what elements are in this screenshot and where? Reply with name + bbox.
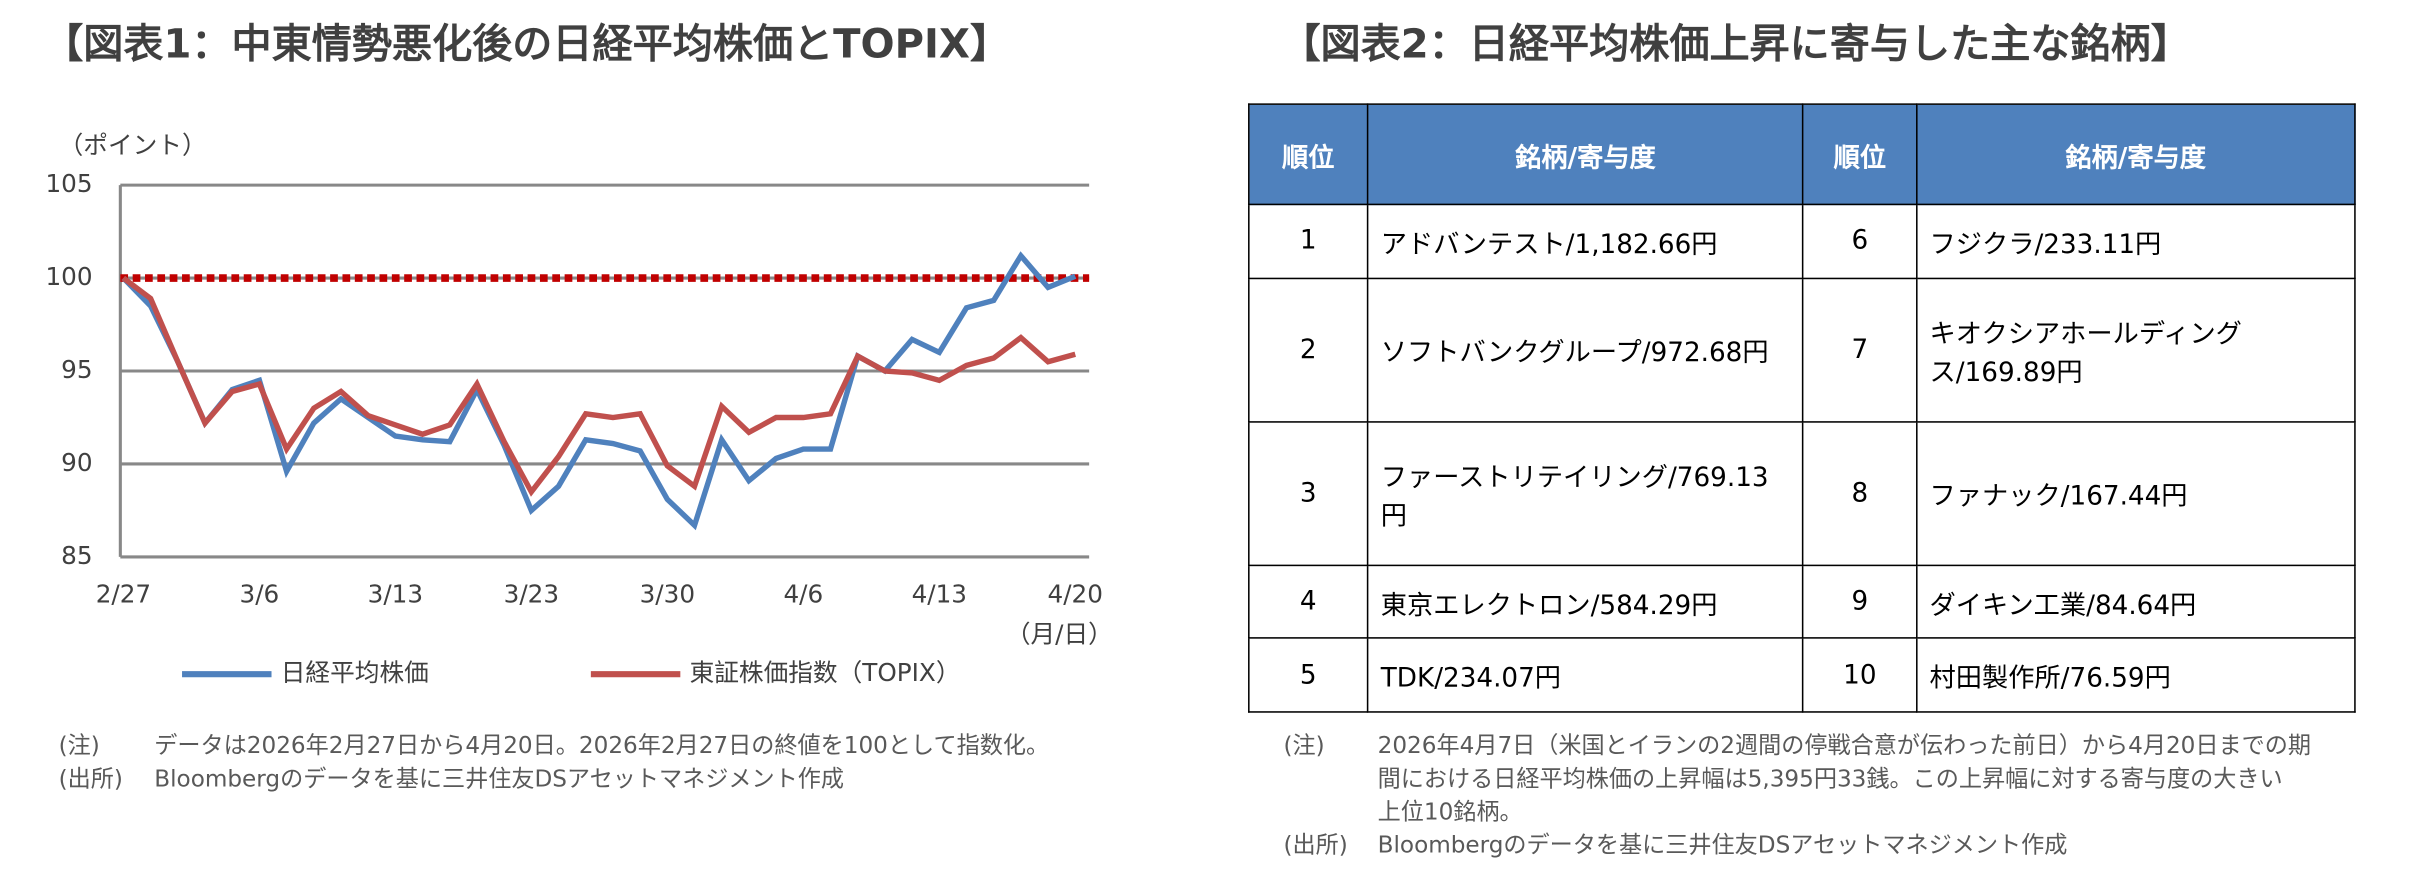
table-row: 2 ソフトバンクグループ/972.68円 7 キオクシアホールディングス/169.89… xyxy=(1248,276,2356,423)
y-tick-label: 100 xyxy=(45,262,92,291)
note-label: (注) xyxy=(59,733,100,759)
note-text: 2026年4月7日（米国とイランの2週間の停戦合意が伝わった前日）から4月20日… xyxy=(1378,733,2311,759)
x-tick-label: 3/30 xyxy=(640,579,695,608)
stock-cell: フジクラ/233.11円 xyxy=(1915,203,2356,279)
rank-cell: 7 xyxy=(1802,276,1918,423)
stock-cell: キオクシアホールディングス/169.89円 xyxy=(1915,276,2356,423)
column-header: 銘柄/寄与度 xyxy=(1915,103,2356,206)
stock-cell: ファーストリテイリング/769.13円 xyxy=(1366,420,1804,567)
table-title: 【図表2：日経平均株価上昇に寄与した主な銘柄】 xyxy=(1280,21,2190,67)
y-tick-label: 85 xyxy=(61,541,92,570)
header-row: 順位 銘柄/寄与度 順位 銘柄/寄与度 xyxy=(1248,103,2356,206)
x-tick-label: 4/6 xyxy=(783,579,823,608)
rank-cell: 1 xyxy=(1248,203,1369,279)
rank-cell: 2 xyxy=(1248,276,1369,423)
line-series xyxy=(121,275,1076,497)
note-text: Bloombergのデータを基に三井住友DSアセットマネジメント作成 xyxy=(1378,833,2068,859)
x-tick-label: 4/20 xyxy=(1048,579,1103,608)
note-text: 間における日経平均株価の上昇幅は5,395円33銭。この上昇幅に対する寄与度の大… xyxy=(1378,766,2283,792)
chart-title: 【図表1：中東情勢悪化後の日経平均株価とTOPIX】 xyxy=(43,21,1010,67)
x-tick-label: 3/23 xyxy=(504,579,559,608)
note-text: Bloombergのデータを基に三井住友DSアセットマネジメント作成 xyxy=(154,766,844,792)
y-tick-label: 90 xyxy=(61,448,92,477)
stock-cell: 村田製作所/76.59円 xyxy=(1915,637,2356,713)
stock-cell: ダイキン工業/84.64円 xyxy=(1915,564,2356,640)
table-row: 5 TDK/234.07円 10 村田製作所/76.59円 xyxy=(1248,637,2356,713)
rank-cell: 8 xyxy=(1802,420,1918,567)
rank-cell: 9 xyxy=(1802,564,1918,640)
ranking-table: 順位 銘柄/寄与度 順位 銘柄/寄与度 1 アドバンテスト/1,182.66円 6 フジクラ/… xyxy=(1248,103,2356,713)
column-header: 銘柄/寄与度 xyxy=(1366,103,1804,206)
x-tick-label: 4/13 xyxy=(912,579,967,608)
legend-label: 日経平均株価 xyxy=(281,658,429,687)
stock-cell: ソフトバンクグループ/972.68円 xyxy=(1366,276,1804,423)
line-series xyxy=(121,251,1077,531)
stock-cell: TDK/234.07円 xyxy=(1366,637,1804,713)
stock-cell: アドバンテスト/1,182.66円 xyxy=(1366,203,1804,279)
stock-cell: 東京エレクトロン/584.29円 xyxy=(1366,564,1804,640)
table-row: 4 東京エレクトロン/584.29円 9 ダイキン工業/84.64円 xyxy=(1248,564,2356,640)
x-tick-label: 3/13 xyxy=(368,579,423,608)
note-label: (注) xyxy=(1284,733,1325,759)
y-tick-label: 105 xyxy=(45,169,92,198)
table-row: 3 ファーストリテイリング/769.13円 8 ファナック/167.44円 xyxy=(1248,420,2356,567)
y-axis-label: （ポイント） xyxy=(59,131,207,160)
rank-cell: 4 xyxy=(1248,564,1369,640)
y-tick-label: 95 xyxy=(61,355,92,384)
column-header: 順位 xyxy=(1802,103,1918,206)
x-axis-label: （月/日） xyxy=(1006,620,1113,649)
x-tick-label: 3/6 xyxy=(240,579,280,608)
note-text: 上位10銘柄。 xyxy=(1378,800,1523,826)
rank-cell: 6 xyxy=(1802,203,1918,279)
note-label: (出所) xyxy=(1284,833,1348,859)
rank-cell: 3 xyxy=(1248,420,1369,567)
rank-cell: 10 xyxy=(1802,637,1918,713)
note-label: (出所) xyxy=(59,766,123,792)
table-row: 1 アドバンテスト/1,182.66円 6 フジクラ/233.11円 xyxy=(1248,203,2356,279)
x-tick-label: 2/27 xyxy=(96,579,151,608)
note-text: データは2026年2月27日から4月20日。2026年2月27日の終値を100と… xyxy=(154,733,1049,759)
rank-cell: 5 xyxy=(1248,637,1369,713)
legend-label: 東証株価指数（TOPIX） xyxy=(690,658,961,687)
stock-cell: ファナック/167.44円 xyxy=(1915,420,2356,567)
column-header: 順位 xyxy=(1248,103,1369,206)
